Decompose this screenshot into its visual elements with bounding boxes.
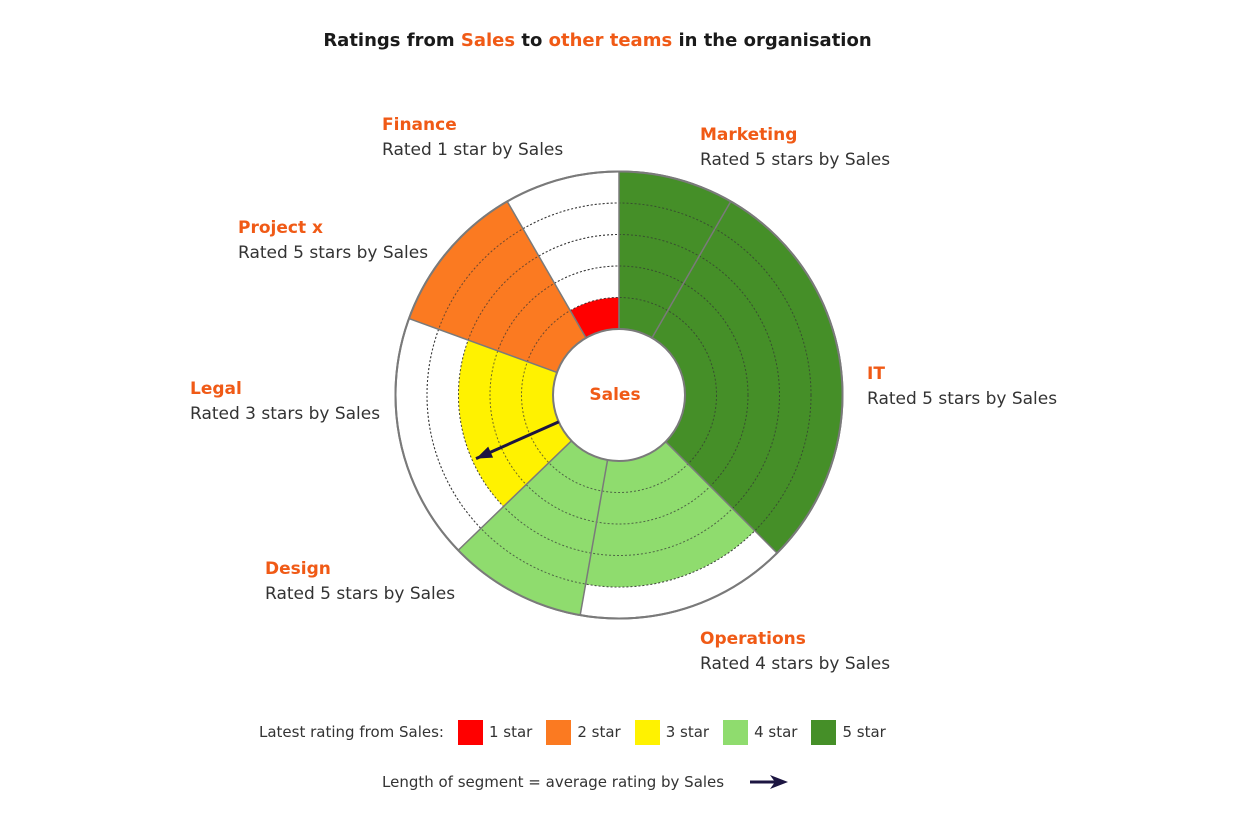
team-rating-legal: Rated 3 stars by Sales xyxy=(190,404,381,424)
center-label: Sales xyxy=(589,385,640,405)
footnote: Length of segment = average rating by Sa… xyxy=(382,772,790,792)
chart-title: Ratings from Sales to other teams in the… xyxy=(0,30,1195,51)
center-hole xyxy=(552,328,686,462)
legend-item-5-star: 5 star xyxy=(811,719,886,745)
team-rating-design: Rated 5 stars by Sales xyxy=(265,584,456,604)
label-it: IT Rated 5 stars by Sales xyxy=(867,362,1057,412)
label-marketing: Marketing Rated 5 stars by Sales xyxy=(700,123,890,173)
label-design: Design Rated 5 stars by Sales xyxy=(265,557,455,607)
legend-swatch xyxy=(723,719,749,745)
segment-operations xyxy=(585,441,755,587)
team-name-marketing: Marketing xyxy=(700,125,798,145)
rating-ring-overlay xyxy=(521,297,717,493)
label-operations: Operations Rated 4 stars by Sales xyxy=(700,627,890,677)
title-part: Ratings from xyxy=(323,30,461,51)
legend-swatch xyxy=(811,719,837,745)
label-project-x: Project x Rated 5 stars by Sales xyxy=(238,216,428,266)
segment-design xyxy=(458,440,608,616)
title-highlight-sales: Sales xyxy=(460,30,516,51)
legend-item-1-star: 1 star xyxy=(457,719,533,745)
arrow-right-icon xyxy=(750,775,789,789)
segment-divider xyxy=(579,459,609,616)
legend-swatch xyxy=(634,719,660,745)
team-rating-finance: Rated 1 star by Sales xyxy=(382,140,564,160)
title-highlight-teams: other teams xyxy=(548,30,673,51)
segment-divider xyxy=(408,317,558,374)
legend-item-label: 4 star xyxy=(754,723,798,741)
label-legal: Legal Rated 3 stars by Sales xyxy=(190,377,380,427)
team-rating-marketing: Rated 5 stars by Sales xyxy=(700,150,891,170)
segment-divider xyxy=(506,201,587,339)
outer-ring-border xyxy=(394,170,844,620)
segment-marketing xyxy=(619,171,731,338)
team-name-project-x: Project x xyxy=(238,218,323,238)
legend-swatch xyxy=(457,719,483,745)
segment-divider xyxy=(457,440,573,551)
average-arrow-head xyxy=(476,446,494,459)
team-name-design: Design xyxy=(265,559,331,579)
segment-legal xyxy=(458,340,572,507)
segment-project-x xyxy=(408,201,586,373)
team-rating-project-x: Rated 5 stars by Sales xyxy=(238,243,429,263)
legend-swatch xyxy=(546,719,572,745)
team-name-finance: Finance xyxy=(382,115,457,135)
legend-item-3-star: 3 star xyxy=(634,719,710,745)
footnote-text: Length of segment = average rating by Sa… xyxy=(382,773,725,791)
title-part: in the organisation xyxy=(672,30,872,51)
rating-ring-overlay xyxy=(489,265,749,525)
label-finance: Finance Rated 1 star by Sales xyxy=(382,113,563,163)
team-rating-operations: Rated 4 stars by Sales xyxy=(700,654,891,674)
segment-finance xyxy=(570,297,619,338)
team-name-legal: Legal xyxy=(190,379,242,399)
legend-item-label: 2 star xyxy=(577,723,621,741)
legend-item-2-star: 2 star xyxy=(546,719,621,745)
segment-divider xyxy=(651,201,732,339)
legend-item-label: 1 star xyxy=(488,723,533,741)
legend-item-label: 3 star xyxy=(665,723,710,741)
legend: Latest rating from Sales: 1 star 2 star … xyxy=(259,719,900,745)
legend-item-4-star: 4 star xyxy=(723,719,798,745)
team-name-it: IT xyxy=(867,364,885,384)
team-rating-it: Rated 5 stars by Sales xyxy=(867,389,1058,409)
team-name-operations: Operations xyxy=(700,629,806,649)
title-part: to xyxy=(515,30,549,51)
segment-divider xyxy=(665,441,778,554)
legend-label: Latest rating from Sales: xyxy=(259,723,444,741)
legend-item-label: 5 star xyxy=(842,723,886,741)
